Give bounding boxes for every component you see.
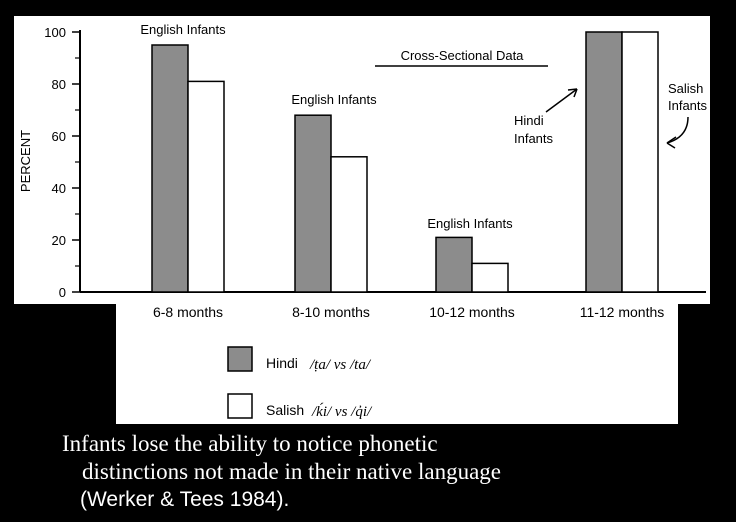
annotation-hindi-infants-line2: Infants (514, 131, 554, 146)
annotation-salish-infants-line2: Infants (668, 98, 708, 113)
x-tick-label-3: 10-12 months (429, 304, 515, 320)
bar-hindi-4 (585, 31, 623, 293)
annotation-english-infants-1: English Infants (140, 22, 226, 37)
y-tick-label-0: 0 (59, 285, 66, 300)
legend-label-salish: Salish (266, 402, 304, 418)
x-tick-label-2: 8-10 months (292, 304, 370, 320)
y-tick-label-80: 80 (52, 77, 66, 92)
annotation-cross-sectional: Cross-Sectional Data (401, 48, 525, 63)
annotation-hindi-infants-line1: Hindi (514, 113, 544, 128)
y-tick-label-20: 20 (52, 233, 66, 248)
caption-citation: (Werker & Tees 1984). (80, 488, 290, 511)
legend-swatch-salish (227, 393, 253, 419)
bar-hindi-3 (435, 236, 473, 293)
y-tick-label-60: 60 (52, 129, 66, 144)
legend-label-hindi: Hindi (266, 355, 298, 371)
caption-line-2: distinctions not made in their native la… (82, 459, 502, 484)
legend-contrast-salish: /ḱi/ vs /q̓i/ (311, 402, 373, 420)
bar-salish-3 (471, 262, 509, 293)
bar-salish-2 (330, 156, 368, 293)
hindi-arrowhead (567, 88, 578, 98)
hindi-arrow (545, 88, 578, 113)
legend-swatch-hindi (227, 346, 253, 372)
bar-hindi-1 (151, 44, 189, 293)
legend-panel (116, 296, 678, 424)
annotation-english-infants-2: English Infants (291, 92, 377, 107)
bar-hindi-2 (294, 114, 332, 293)
salish-arrow (666, 116, 689, 144)
y-tick-label-40: 40 (52, 181, 66, 196)
caption: Infants lose the ability to notice phone… (62, 430, 722, 514)
y-tick-label-100: 100 (44, 25, 66, 40)
annotation-salish-infants-line1: Salish (668, 81, 703, 96)
salish-arrowhead (666, 136, 677, 149)
x-tick-label-1: 6-8 months (153, 304, 223, 320)
caption-line-1: Infants lose the ability to notice phone… (62, 431, 438, 456)
legend-contrast-hindi: /ṭa/ vs /ta/ (309, 357, 372, 373)
bar-salish-4 (621, 31, 659, 293)
annotation-english-infants-3: English Infants (427, 216, 513, 231)
x-tick-label-4: 11-12 months (580, 304, 665, 320)
y-axis-label: PERCENT (18, 130, 33, 192)
bar-salish-1 (187, 80, 225, 293)
